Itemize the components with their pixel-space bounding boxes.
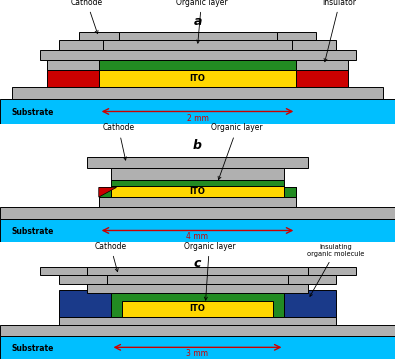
Bar <box>59 290 111 317</box>
Bar <box>47 66 348 87</box>
Bar <box>0 207 395 219</box>
Text: Organic layer: Organic layer <box>211 123 263 180</box>
Bar <box>99 60 296 70</box>
Bar <box>0 99 395 124</box>
Bar <box>59 275 107 284</box>
Bar <box>0 219 395 242</box>
Text: Cathode: Cathode <box>71 0 103 34</box>
Text: Substrate: Substrate <box>12 227 54 236</box>
Bar <box>292 40 336 50</box>
Bar <box>111 180 284 186</box>
Text: Cathode: Cathode <box>94 242 127 272</box>
Bar <box>99 187 296 197</box>
Bar <box>284 187 296 197</box>
Bar <box>0 325 395 336</box>
Bar <box>111 168 284 180</box>
Bar <box>47 60 99 70</box>
Text: 2 mm: 2 mm <box>186 114 209 123</box>
Bar <box>0 336 395 359</box>
Bar <box>40 50 356 60</box>
Bar <box>103 40 292 50</box>
Bar <box>59 317 336 325</box>
Text: Organic layer: Organic layer <box>184 242 235 300</box>
Bar <box>276 32 316 40</box>
Bar <box>122 301 273 317</box>
Bar <box>87 267 308 275</box>
Bar <box>12 87 383 99</box>
Text: Substrate: Substrate <box>12 344 54 353</box>
Bar <box>111 293 284 317</box>
Text: Organic layer: Organic layer <box>176 0 227 43</box>
Text: c: c <box>194 257 201 270</box>
Polygon shape <box>99 187 117 197</box>
Bar <box>111 186 284 197</box>
Text: Substrate: Substrate <box>12 108 54 117</box>
Text: Insulator: Insulator <box>323 0 357 62</box>
Text: Cathode: Cathode <box>102 123 135 160</box>
Bar <box>87 157 308 168</box>
Bar <box>99 197 296 207</box>
Text: b: b <box>193 139 202 152</box>
Text: 4 mm: 4 mm <box>186 232 209 242</box>
Text: ITO: ITO <box>190 304 205 313</box>
Bar <box>40 267 87 275</box>
Bar <box>99 70 296 87</box>
Bar <box>118 32 276 40</box>
Bar <box>288 275 336 284</box>
Bar <box>79 32 118 40</box>
Text: ITO: ITO <box>190 187 205 196</box>
Text: a: a <box>193 15 202 28</box>
Bar <box>107 275 288 284</box>
Bar <box>284 290 336 317</box>
Bar <box>87 284 308 293</box>
Bar <box>308 267 356 275</box>
Bar <box>296 60 348 70</box>
Text: Insulating
organic molecule: Insulating organic molecule <box>307 244 365 297</box>
Bar <box>59 40 103 50</box>
Text: 3 mm: 3 mm <box>186 349 209 358</box>
Bar <box>99 187 111 197</box>
Text: ITO: ITO <box>190 74 205 83</box>
